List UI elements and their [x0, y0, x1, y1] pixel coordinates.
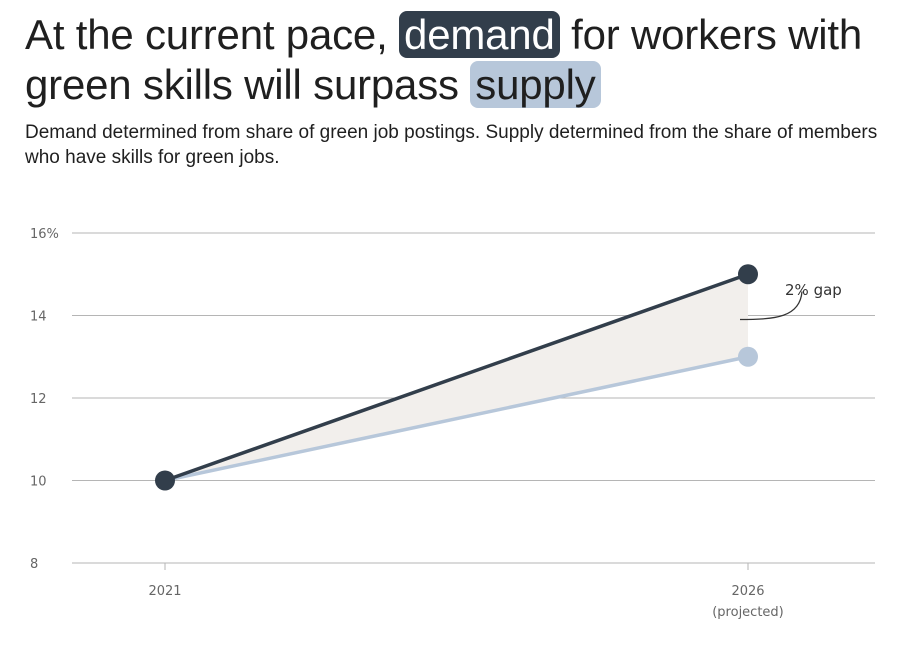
chart-subtitle: Demand determined from share of green jo… — [25, 122, 878, 168]
data-points-layer — [155, 264, 758, 491]
y-tick-label: 8 — [30, 557, 38, 572]
supply-line — [163, 355, 750, 483]
title-part-2: for workers with green skills will surpa… — [25, 11, 862, 108]
supply-point — [738, 346, 758, 367]
series-lines-layer — [163, 272, 750, 483]
demand-line — [163, 272, 750, 483]
chart-title: At the current pace, demand for workers … — [25, 10, 885, 110]
annotation-connector — [739, 291, 803, 321]
y-tick-label: 16% — [30, 227, 59, 242]
x-tick-label: 2026 — [731, 584, 764, 599]
x-tick-label: 2021 — [148, 584, 181, 599]
start-point — [155, 470, 175, 491]
x-axis-layer: 2021 2026 (projected) — [148, 563, 784, 620]
x-tick-sublabel: (projected) — [712, 605, 784, 620]
gap-annotation-label: 2% gap — [785, 281, 842, 299]
y-tick-label: 10 — [30, 475, 47, 490]
y-tick-label: 12 — [30, 392, 47, 407]
annotation-layer: 2% gap — [739, 281, 842, 321]
title-part-1: At the current pace, — [25, 11, 388, 58]
demand-point — [738, 264, 758, 285]
title-highlight-supply: supply — [470, 61, 601, 108]
y-tick-label: 14 — [30, 310, 47, 325]
title-highlight-demand: demand — [399, 11, 560, 58]
